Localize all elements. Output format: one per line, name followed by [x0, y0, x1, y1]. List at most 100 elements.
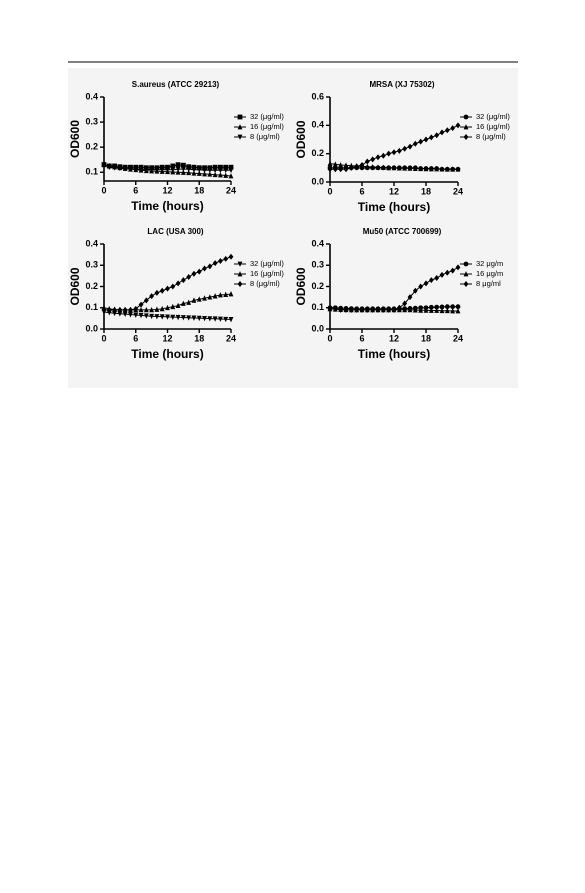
data-point — [159, 164, 165, 170]
data-point — [128, 306, 133, 313]
y-tick-label: 0.4 — [311, 120, 324, 130]
data-point — [117, 165, 123, 172]
legend-label: 16 μg/m — [476, 269, 503, 278]
data-point — [364, 306, 370, 313]
data-point — [186, 273, 192, 280]
legend-label: 32 (μg/ml) — [250, 112, 284, 121]
legend-marker — [463, 271, 469, 277]
legend-label: 8 μg/ml — [476, 279, 501, 288]
data-point — [343, 306, 349, 313]
data-point — [354, 163, 360, 170]
y-axis-label: OD600 — [68, 120, 82, 158]
data-point — [418, 307, 424, 313]
data-point — [202, 295, 207, 301]
data-point — [112, 306, 117, 313]
data-point — [407, 294, 413, 301]
data-point — [207, 263, 213, 270]
y-tick-label: 0.3 — [311, 260, 324, 270]
data-point — [212, 316, 218, 322]
data-point — [196, 268, 202, 275]
data-point — [175, 280, 181, 287]
data-point — [375, 164, 381, 170]
data-point — [218, 258, 223, 264]
data-point — [396, 147, 402, 154]
data-point — [402, 165, 408, 171]
data-point — [191, 270, 197, 277]
data-point — [348, 306, 354, 313]
data-point — [191, 315, 197, 321]
data-point — [412, 287, 418, 294]
data-point — [202, 171, 207, 177]
data-point — [218, 316, 223, 322]
x-tick-label: 18 — [421, 333, 431, 343]
data-point — [180, 300, 186, 306]
legend-marker — [237, 261, 243, 267]
x-tick-label: 0 — [101, 333, 106, 343]
data-point — [370, 156, 376, 163]
y-axis-label: OD600 — [68, 267, 82, 305]
x-tick-label: 12 — [389, 333, 399, 343]
data-point — [338, 306, 344, 313]
data-point — [128, 312, 133, 318]
data-point — [228, 291, 234, 297]
data-point — [228, 317, 234, 323]
data-point — [434, 275, 440, 281]
data-point — [212, 171, 218, 178]
y-tick-label: 0.4 — [311, 238, 324, 248]
y-axis-label: OD600 — [294, 267, 308, 305]
data-point — [202, 167, 207, 174]
x-tick-label: 12 — [389, 186, 399, 196]
data-point — [143, 306, 149, 313]
data-point — [423, 307, 429, 313]
data-point — [223, 167, 229, 174]
data-point — [207, 165, 213, 171]
data-point — [149, 313, 155, 320]
data-point — [228, 164, 234, 170]
y-tick-label: 0.4 — [85, 91, 98, 101]
x-tick-label: 0 — [327, 186, 332, 196]
data-point — [450, 166, 456, 172]
data-point — [202, 165, 207, 171]
legend-label: 8 (μg/ml) — [476, 132, 506, 141]
data-point — [212, 260, 218, 267]
y-tick-label: 0.1 — [311, 302, 324, 312]
data-point — [327, 160, 333, 166]
legend-marker — [237, 134, 243, 140]
data-point — [370, 306, 376, 313]
x-axis-label: Time (hours) — [358, 347, 430, 361]
data-point — [180, 166, 186, 172]
x-tick-label: 18 — [194, 333, 204, 343]
y-tick-label: 0.1 — [85, 302, 98, 312]
data-point — [228, 167, 234, 174]
legend-marker — [463, 134, 469, 140]
x-tick-label: 24 — [453, 186, 463, 196]
data-point — [228, 173, 234, 179]
data-point — [450, 308, 456, 314]
figure-panel — [68, 68, 518, 388]
data-point — [223, 291, 229, 297]
data-point — [138, 313, 144, 319]
legend-label: 8 (μg/ml) — [250, 132, 280, 141]
x-tick-label: 0 — [101, 185, 106, 195]
data-point — [439, 166, 445, 172]
data-point — [180, 277, 186, 284]
x-tick-label: 18 — [194, 185, 204, 195]
data-point — [386, 150, 392, 157]
data-point — [434, 166, 440, 172]
data-point — [396, 165, 402, 171]
y-tick-label: 0.0 — [311, 323, 324, 333]
x-tick-label: 6 — [133, 185, 138, 195]
data-point — [180, 315, 186, 321]
data-point — [175, 166, 181, 173]
data-point — [364, 158, 370, 165]
data-point — [428, 166, 434, 172]
data-point — [159, 167, 165, 173]
data-point — [122, 166, 128, 172]
data-point — [175, 314, 181, 321]
data-point — [348, 164, 354, 171]
data-point — [402, 145, 408, 152]
x-axis-label: Time (hours) — [131, 199, 203, 213]
data-point — [143, 313, 149, 319]
legend-label: 16 (μg/ml) — [250, 269, 284, 278]
